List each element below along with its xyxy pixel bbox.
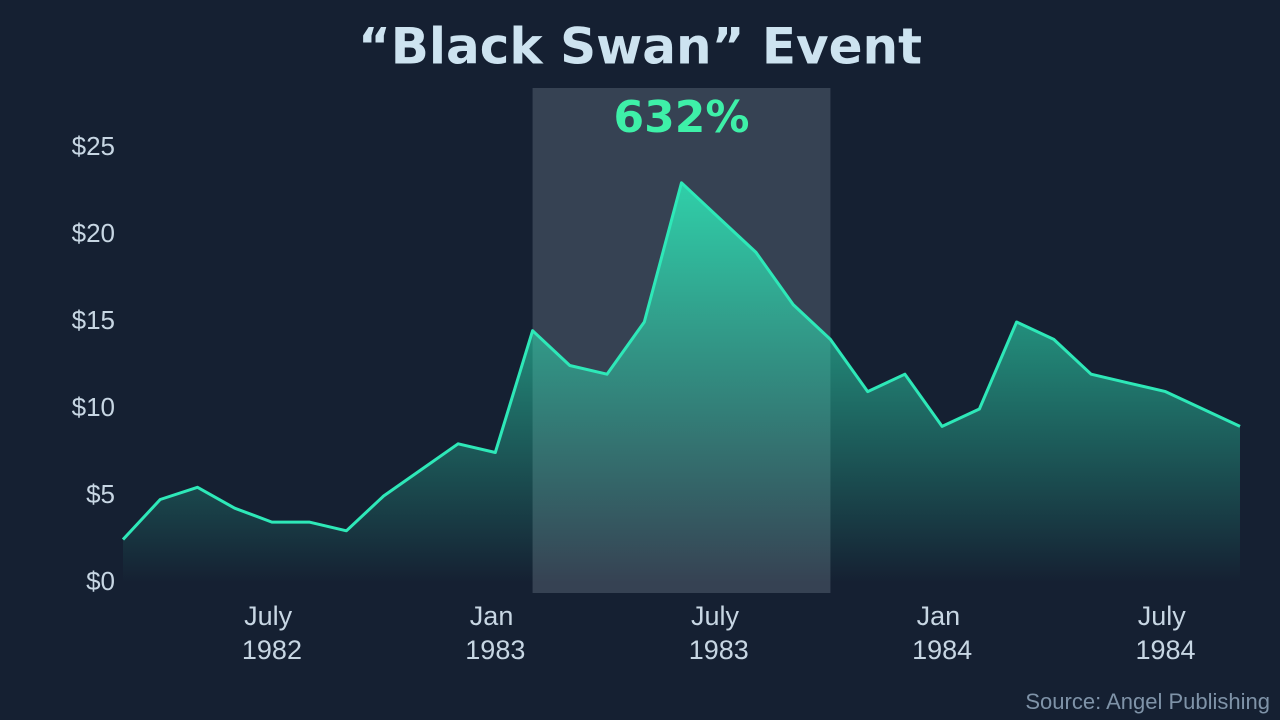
x-tick-label: July 1983: [689, 601, 749, 665]
y-tick-label: $20: [72, 218, 115, 248]
chart-title: “Black Swan” Event: [358, 18, 922, 76]
x-tick-line: Jan: [917, 601, 968, 631]
x-tick-label: Jan 1983: [465, 601, 525, 665]
x-tick-line: 1982: [242, 635, 302, 665]
y-tick-label: $0: [86, 566, 115, 596]
source: Source: Angel Publishing: [1025, 689, 1270, 714]
y-tick-label: $10: [72, 392, 115, 422]
x-tick-line: July: [244, 601, 300, 631]
x-tick-line: 1983: [689, 635, 749, 665]
y-tick-label: $25: [72, 131, 115, 161]
x-tick-label: Jan 1984: [912, 601, 972, 665]
x-tick-line: Jan: [470, 601, 521, 631]
x-tick-line: 1984: [912, 635, 972, 665]
x-tick-line: 1983: [465, 635, 525, 665]
y-tick-label: $5: [86, 479, 115, 509]
x-tick-line: 1984: [1135, 635, 1195, 665]
annotation: 632%: [614, 92, 750, 143]
x-tick-label: July 1984: [1135, 601, 1195, 665]
x-tick-line: July: [1138, 601, 1194, 631]
y-tick-label: $15: [72, 305, 115, 335]
x-tick-line: July: [691, 601, 747, 631]
x-tick-label: July 1982: [242, 601, 302, 665]
line: [121, 181, 1241, 541]
